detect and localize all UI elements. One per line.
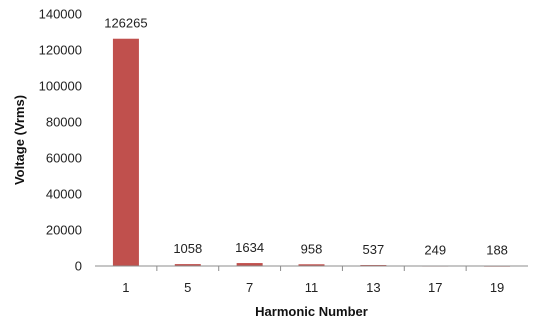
data-label: 1058 [173,241,202,256]
x-tick-label: 5 [184,280,191,295]
x-tick-label: 13 [366,280,380,295]
y-tick-label: 0 [75,259,82,274]
y-tick-label: 20000 [46,223,82,238]
x-tick-label: 7 [246,280,253,295]
data-labels: 126265 1058 1634 958 537 249 188 [104,16,508,258]
y-tick-label: 80000 [46,115,82,130]
data-label: 1634 [235,240,264,255]
bar [174,264,201,266]
data-label: 958 [301,241,323,256]
bar [112,38,139,267]
x-tick-label: 17 [428,280,442,295]
x-tick-label: 11 [305,280,319,295]
data-label: 126265 [104,16,147,31]
bar [298,264,325,266]
y-axis-title: Voltage (Vrms) [12,95,27,185]
bars [112,38,511,267]
y-tick-label: 140000 [39,7,82,22]
data-label: 188 [486,243,508,258]
y-tick-label: 120000 [39,43,82,58]
y-tick-label: 100000 [39,79,82,94]
y-tick-label: 40000 [46,187,82,202]
data-label: 249 [424,243,446,258]
x-tick-label: 19 [490,280,504,295]
x-tick-label: 1 [122,280,129,295]
x-axis-ticks: 1 5 7 11 13 17 19 [122,266,504,295]
data-label: 537 [363,242,385,257]
bar [236,263,263,266]
x-axis-title: Harmonic Number [255,304,368,319]
y-axis-ticks: 0 20000 40000 60000 80000 100000 120000 140000 [39,7,82,274]
y-tick-label: 60000 [46,151,82,166]
